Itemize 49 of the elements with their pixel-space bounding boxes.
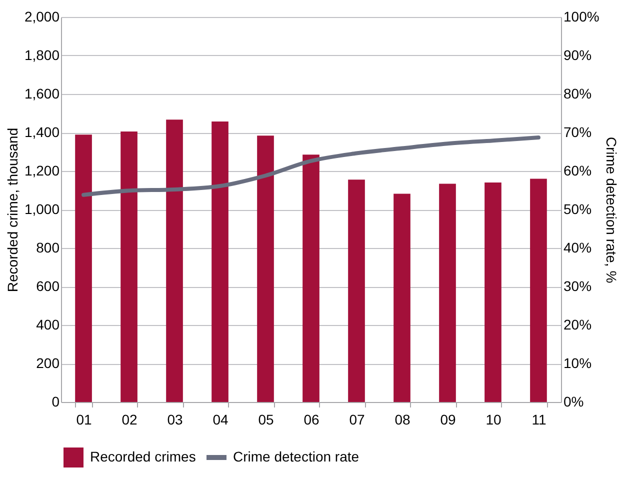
y-tick-label: 800 [36, 240, 60, 256]
y-tick-label: 0 [52, 394, 60, 410]
x-tick-label: 03 [167, 412, 184, 428]
y2-tick-label: 40% [564, 240, 592, 256]
line-series [82, 136, 540, 197]
y-tick-label: 1,000 [24, 201, 60, 217]
y2-tick-label: 90% [564, 47, 592, 63]
bar [257, 136, 274, 402]
y2-tick-label: 70% [564, 124, 592, 140]
legend-label: Crime detection rate [233, 448, 360, 464]
bar [120, 132, 138, 402]
x-tick-label: 09 [440, 412, 456, 428]
y2-tick-label: 80% [564, 86, 592, 102]
y2-tick-label: 10% [564, 355, 592, 371]
y-tick-label: 1,800 [24, 47, 60, 63]
y-axis-title: Recorded crime, thousand [4, 128, 20, 292]
x-tick-label: 11 [532, 412, 546, 428]
y2-tick-label: 20% [564, 316, 592, 332]
bar [166, 120, 183, 402]
y2-tick-label: 100% [564, 8, 600, 24]
y-tick-label: 1,200 [24, 162, 60, 178]
x-tick-label: 01 [76, 412, 92, 428]
y-tick-label: 400 [36, 316, 60, 332]
x-tick-label: 08 [394, 412, 410, 428]
bar [530, 178, 547, 402]
y2-tick-label: 0% [564, 394, 584, 410]
bar [75, 134, 92, 402]
bar [302, 154, 320, 402]
y2-tick-label: 50% [564, 201, 592, 217]
y2-tick-label: 30% [564, 278, 592, 294]
x-tick-label: 04 [212, 412, 229, 428]
x-tick-label: 10 [486, 412, 502, 428]
x-tick-label: 02 [122, 412, 138, 428]
bar [212, 122, 228, 402]
y2-axis-title: Crime detection rate, % [603, 136, 620, 284]
y-tick-label: 200 [36, 355, 60, 371]
bar [394, 194, 410, 402]
y-tick-label: 1,600 [24, 86, 60, 102]
x-tick-label: 06 [304, 412, 320, 428]
y-tick-label: 600 [36, 278, 60, 294]
legend-label: Recorded crimes [90, 448, 196, 464]
bar [439, 184, 456, 402]
x-tick-label: 05 [258, 412, 274, 428]
bar [348, 180, 365, 402]
y-tick-label: 1,400 [24, 124, 60, 140]
y-tick-label: 2,000 [24, 8, 60, 24]
bar [484, 182, 502, 402]
x-tick-label: 07 [349, 412, 365, 428]
y2-tick-label: 60% [564, 162, 592, 178]
